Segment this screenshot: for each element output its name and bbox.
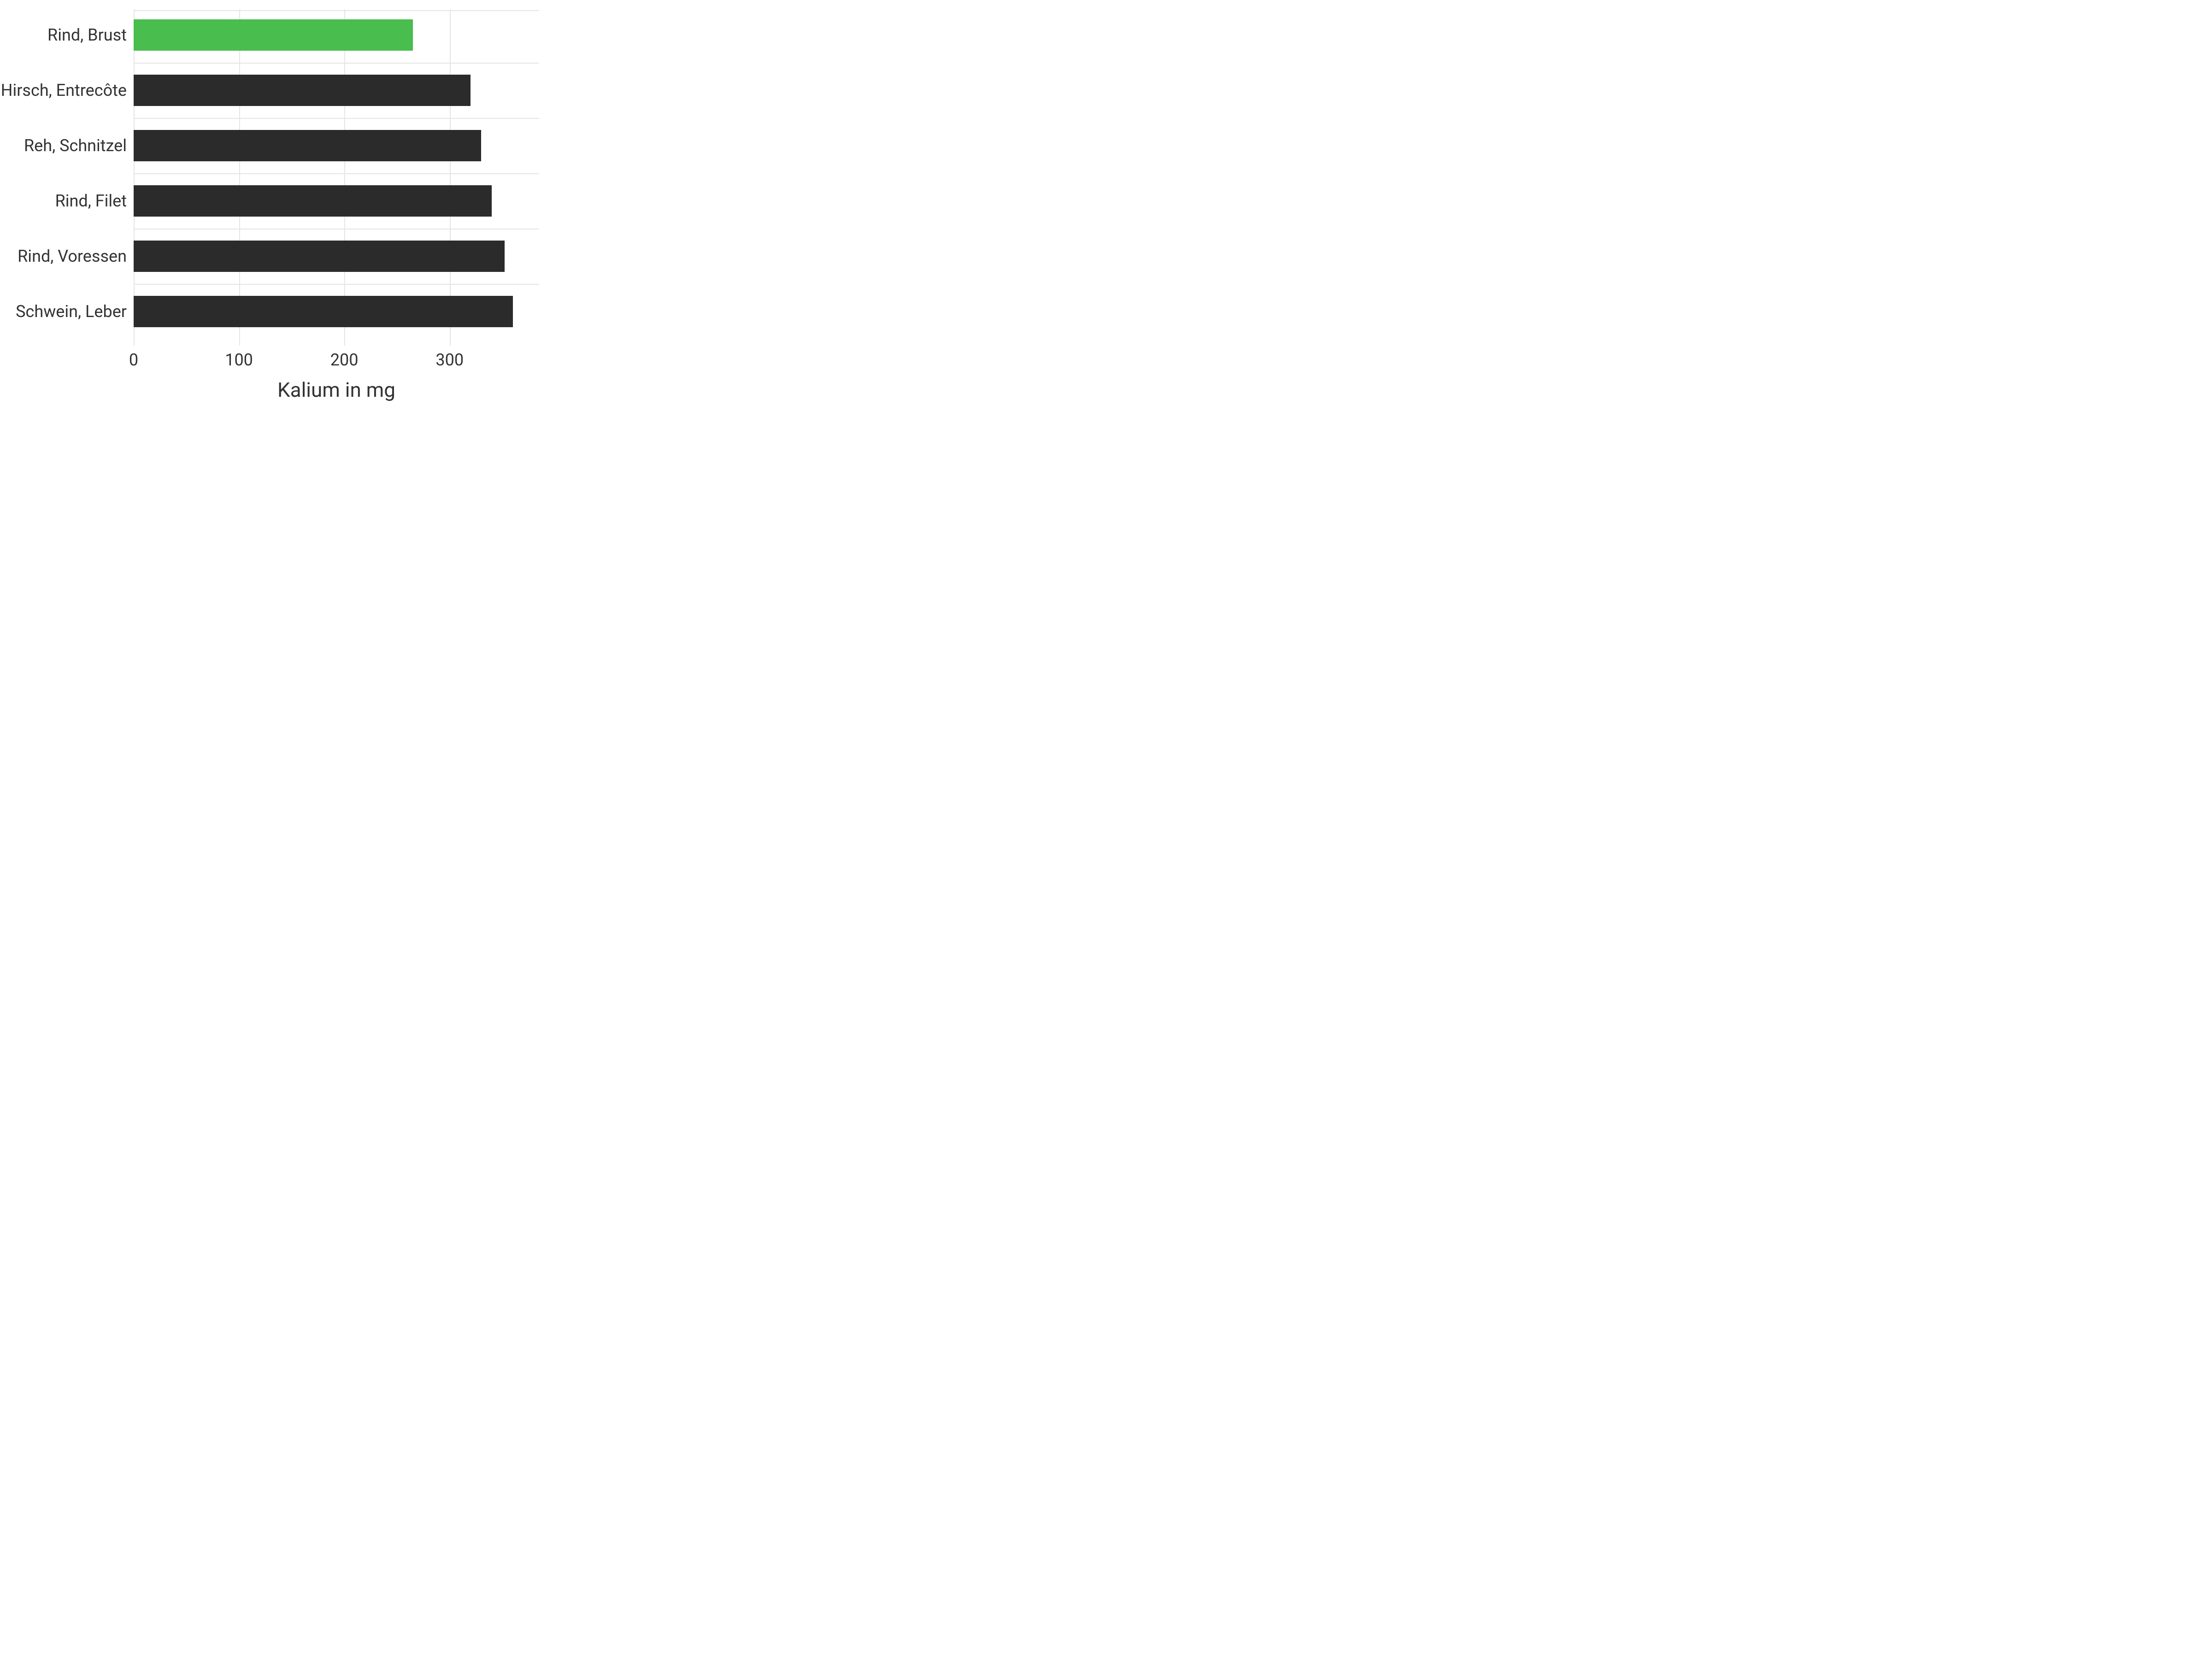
- gridline-horizontal: [134, 10, 539, 11]
- y-axis-category-label: Rind, Filet: [55, 193, 127, 209]
- gridline-vertical: [134, 9, 135, 346]
- bar: [134, 75, 471, 106]
- y-axis-category-label: Schwein, Leber: [16, 303, 127, 320]
- y-axis-category-label: Reh, Schnitzel: [24, 137, 127, 154]
- bar: [134, 296, 513, 327]
- y-axis-category-label: Hirsch, Entrecôte: [1, 82, 127, 99]
- y-axis-category-label: Rind, Voressen: [18, 248, 127, 265]
- bar: [134, 130, 481, 161]
- x-axis-tick-label: 300: [435, 350, 464, 370]
- gridline-vertical: [344, 9, 345, 346]
- bar: [134, 241, 505, 272]
- plot-area: [134, 9, 539, 346]
- gridline-vertical: [450, 9, 451, 346]
- x-axis-label: Kalium in mg: [134, 378, 539, 402]
- bar: [134, 185, 492, 217]
- y-axis-category-label: Rind, Brust: [47, 27, 127, 43]
- gridline-horizontal: [134, 284, 539, 285]
- gridline-vertical: [239, 9, 240, 346]
- chart-container: Kalium in mg Rind, BrustHirsch, Entrecôt…: [5, 9, 539, 406]
- x-axis-tick-label: 0: [129, 350, 138, 370]
- gridline-horizontal: [134, 173, 539, 174]
- x-axis-tick-label: 200: [330, 350, 359, 370]
- bar: [134, 19, 413, 51]
- gridline-horizontal: [134, 118, 539, 119]
- gridline-horizontal: [134, 63, 539, 64]
- x-axis-tick-label: 100: [225, 350, 253, 370]
